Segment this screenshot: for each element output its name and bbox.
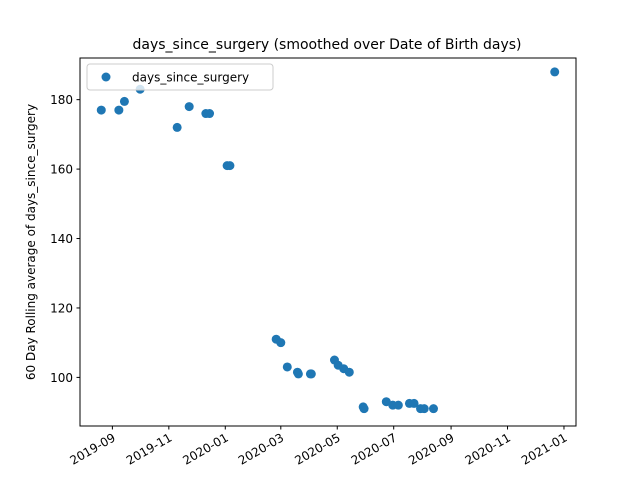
legend-box [86,63,274,91]
x-tick-label: 2020-11 [463,430,513,467]
data-point [276,338,286,348]
data-point [205,109,215,119]
x-tick-label: 2020-09 [406,430,456,467]
data-point [359,404,369,414]
x-tick-label: 2021-01 [519,430,569,467]
data-point [409,398,419,408]
y-tick-label: 120 [50,301,73,315]
data-point [306,369,316,379]
data-point [344,367,354,377]
data-point [293,369,303,379]
y-tick-label: 180 [50,93,73,107]
x-tick-label: 2020-05 [292,430,342,467]
x-tick-label: 2019-09 [67,430,117,467]
legend-marker [101,72,111,82]
legend: days_since_surgery [86,63,274,91]
data-point [419,404,429,414]
plot-frame [79,57,577,427]
y-axis-label: 60 Day Rolling average of days_since_sur… [24,104,38,380]
y-tick-label: 140 [50,232,73,246]
data-point [114,105,124,115]
data-point [119,96,129,106]
y-axis-label-group: 60 Day Rolling average of days_since_sur… [24,104,38,380]
x-tick-label: 2020-07 [349,430,399,467]
y-tick-label: 160 [50,163,73,177]
chart-title: days_since_surgery (smoothed over Date o… [132,37,521,53]
data-point [550,67,560,77]
data-point [172,122,182,132]
data-point [393,400,403,410]
x-tick-label: 2020-01 [180,430,230,467]
data-points [96,67,560,414]
data-point [225,161,235,171]
x-tick-label: 2020-03 [236,430,286,467]
data-point [428,404,438,414]
data-point [184,102,194,112]
data-point [96,105,106,115]
y-tick-label: 100 [50,371,73,385]
x-tick-label: 2019-11 [124,430,174,467]
data-point [282,362,292,372]
legend-label: days_since_surgery [132,71,249,85]
